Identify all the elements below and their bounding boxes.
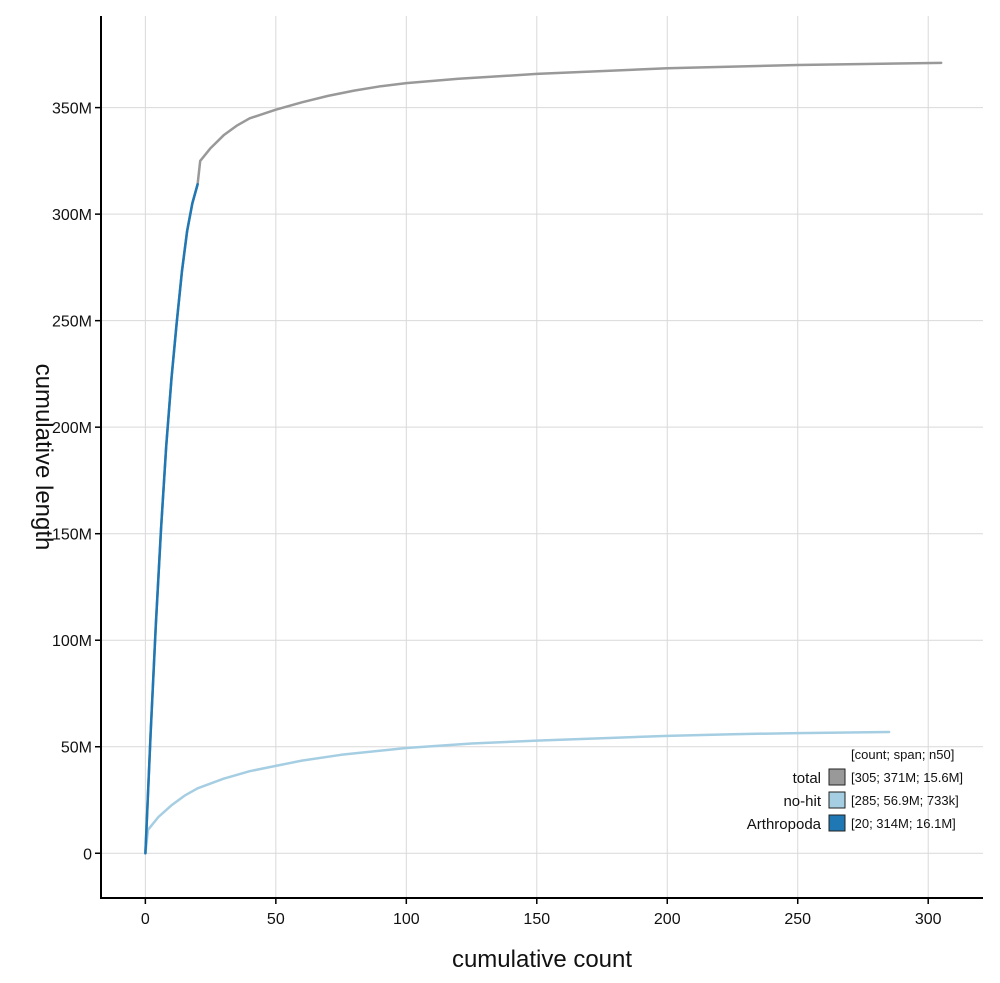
y-tick-label: 100M	[52, 633, 92, 650]
x-tick-label: 0	[141, 911, 150, 928]
y-tick-label: 350M	[52, 101, 92, 118]
y-tick-label: 200M	[52, 420, 92, 437]
x-ticks: 0 50 100 150 200 250 300	[141, 898, 942, 928]
x-tick-label: 200	[654, 911, 681, 928]
y-ticks: 0 50M 100M 150M 200M 250M 300M 350M	[52, 101, 101, 863]
series-line-total	[144, 61, 943, 855]
x-axis-title: cumulative count	[452, 946, 632, 973]
legend: [count; span; n50] total [305; 371M; 15.6…	[747, 747, 963, 833]
legend-label-no-hit: no-hit	[783, 793, 821, 810]
y-tick-label: 150M	[52, 527, 92, 544]
axes	[100, 16, 983, 899]
series-line-arthropoda	[144, 183, 199, 855]
y-tick-label: 250M	[52, 314, 92, 331]
series-lines	[144, 61, 943, 855]
y-tick-label: 0	[83, 846, 92, 863]
legend-stats-total: [305; 371M; 15.6M]	[851, 770, 963, 785]
legend-label-total: total	[793, 770, 821, 787]
grid	[101, 16, 983, 898]
x-tick-label: 100	[393, 911, 420, 928]
x-tick-label: 50	[267, 911, 285, 928]
legend-stats-arthropoda: [20; 314M; 16.1M]	[851, 816, 956, 831]
legend-swatch-arthropoda	[828, 814, 846, 832]
x-tick-label: 300	[915, 911, 942, 928]
y-tick-label: 50M	[61, 740, 92, 757]
y-tick-label: 300M	[52, 207, 92, 224]
x-tick-label: 150	[523, 911, 550, 928]
legend-stats-no-hit: [285; 56.9M; 733k]	[851, 793, 959, 808]
y-axis-title: cumulative length	[30, 364, 57, 551]
legend-swatch-no-hit	[828, 791, 846, 809]
legend-swatch-total	[828, 768, 846, 786]
series-line-no-hit	[144, 730, 891, 855]
legend-label-arthropoda: Arthropoda	[747, 816, 822, 833]
x-tick-label: 250	[784, 911, 811, 928]
legend-header: [count; span; n50]	[851, 747, 954, 762]
